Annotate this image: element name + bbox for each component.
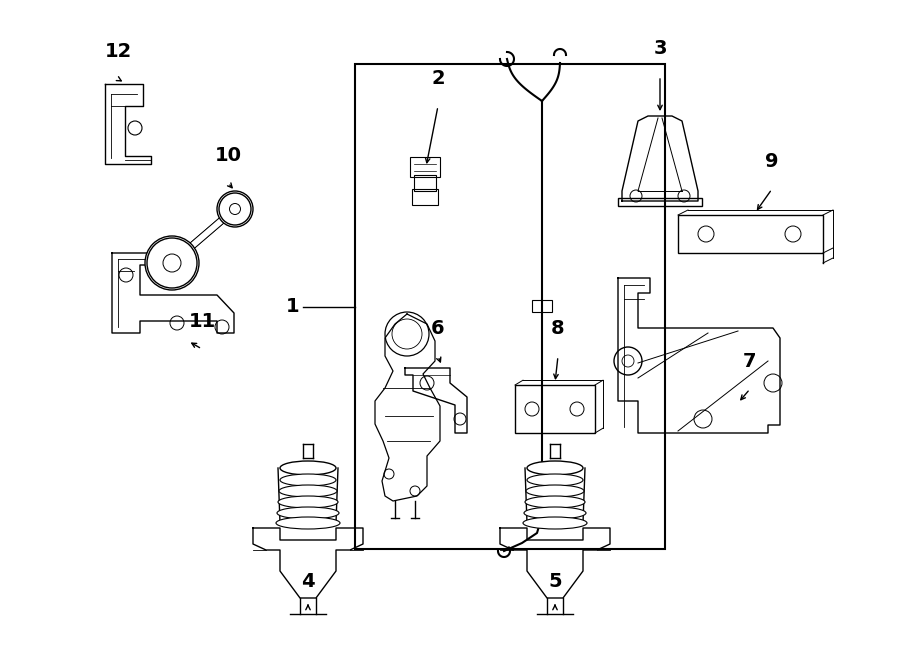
Bar xyxy=(618,198,702,206)
Ellipse shape xyxy=(276,517,340,529)
Text: 3: 3 xyxy=(653,39,667,58)
Text: 1: 1 xyxy=(286,297,300,316)
Ellipse shape xyxy=(526,485,584,497)
Circle shape xyxy=(217,191,253,227)
Text: 7: 7 xyxy=(743,352,757,371)
Ellipse shape xyxy=(525,496,585,508)
Circle shape xyxy=(145,236,199,290)
Bar xyxy=(515,385,595,433)
Bar xyxy=(355,64,665,549)
Ellipse shape xyxy=(524,507,586,519)
Ellipse shape xyxy=(280,474,336,486)
Bar xyxy=(410,157,440,177)
Text: 10: 10 xyxy=(214,146,241,165)
Ellipse shape xyxy=(279,485,337,497)
Bar xyxy=(414,175,436,191)
Ellipse shape xyxy=(527,474,583,486)
Bar xyxy=(532,300,552,312)
Text: 8: 8 xyxy=(551,319,565,338)
Text: 9: 9 xyxy=(765,152,778,171)
Text: 4: 4 xyxy=(302,572,315,591)
Ellipse shape xyxy=(523,517,587,529)
Text: 11: 11 xyxy=(188,312,216,331)
Bar xyxy=(412,189,438,205)
Ellipse shape xyxy=(278,496,338,508)
Ellipse shape xyxy=(527,461,583,475)
Text: 12: 12 xyxy=(104,42,131,61)
Ellipse shape xyxy=(277,507,339,519)
Text: 5: 5 xyxy=(548,572,562,591)
Bar xyxy=(678,215,823,253)
Text: 6: 6 xyxy=(431,319,445,338)
Ellipse shape xyxy=(280,461,336,475)
Text: 2: 2 xyxy=(431,69,445,88)
